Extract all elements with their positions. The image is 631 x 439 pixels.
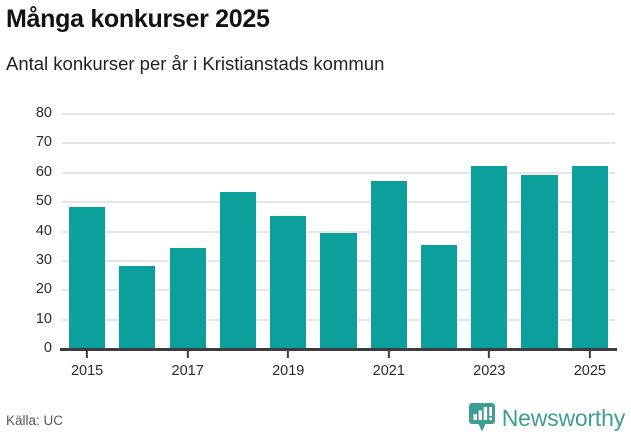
bar[interactable]	[69, 207, 106, 348]
x-axis: 2015 2017 2019 2021 2023 2025	[62, 351, 615, 387]
bar-slot	[263, 113, 313, 348]
newsworthy-wordmark: Newsworthy	[501, 404, 625, 431]
x-axis-tick: 2025	[574, 351, 606, 379]
y-axis-tick-label: 10	[35, 310, 52, 327]
bar-slot	[414, 113, 464, 348]
y-axis-tick-label: 20	[35, 281, 52, 298]
axis-baseline	[60, 348, 617, 351]
bar-chart: 0 10 20 30 40 50 60 70 80 2015 2017 2019 2021 2023 20…	[0, 106, 631, 388]
bar-slot	[565, 113, 615, 348]
bar-slot	[364, 113, 414, 348]
y-axis-tick-label: 60	[35, 163, 52, 180]
bar[interactable]	[219, 192, 257, 348]
x-axis-tick-label: 2023	[473, 363, 506, 379]
bar[interactable]	[420, 245, 458, 348]
bar-slot	[163, 113, 213, 348]
bar[interactable]	[370, 180, 407, 348]
newsworthy-bars-icon	[468, 403, 495, 432]
x-axis-tickmark	[387, 351, 390, 358]
x-axis-tick: 2017	[172, 351, 204, 379]
bar-slot	[213, 113, 263, 348]
x-axis-tickmark	[186, 351, 189, 358]
gridline	[62, 113, 615, 115]
page-title: Många konkurser 2025	[6, 5, 270, 33]
x-axis-tick: 2021	[373, 351, 405, 379]
page-subtitle: Antal konkurser per år i Kristianstads k…	[6, 53, 385, 74]
bar[interactable]	[119, 265, 156, 348]
gridline	[62, 230, 615, 233]
gridline	[62, 201, 615, 204]
x-axis-tickmark	[588, 351, 591, 358]
x-axis-tick: 2019	[272, 351, 304, 379]
y-axis-tick-label: 80	[35, 105, 52, 121]
source-note: Källa: UC	[6, 413, 64, 428]
bar[interactable]	[571, 165, 608, 348]
x-axis-tick: 2015	[71, 351, 103, 379]
x-axis-tickmark	[287, 351, 290, 358]
x-axis-tick: 2023	[473, 351, 505, 379]
gridline	[62, 142, 615, 145]
bar[interactable]	[471, 165, 508, 348]
bar-slot	[464, 113, 514, 348]
x-axis-tick-label: 2025	[573, 363, 606, 379]
x-axis-tick-label: 2015	[70, 363, 104, 379]
x-axis-tick-label: 2019	[272, 363, 305, 379]
bar[interactable]	[521, 174, 558, 348]
y-axis-tick-label: 40	[35, 222, 52, 239]
x-axis-tickmark	[488, 351, 491, 358]
bar-slot	[112, 113, 162, 348]
y-axis-tick-label: 70	[35, 134, 52, 151]
bar-slot	[313, 113, 363, 348]
x-axis-tick-label: 2017	[171, 363, 204, 379]
bar-slot	[514, 113, 564, 348]
bar[interactable]	[270, 215, 307, 348]
chart-footer: Källa: UC Newsworthy	[0, 393, 631, 439]
y-axis-tick-label: 50	[35, 193, 52, 210]
y-axis-tick-label: 30	[35, 251, 52, 268]
x-axis-tickmark	[86, 351, 89, 358]
bar[interactable]	[169, 248, 206, 348]
y-axis-tick-label: 0	[43, 340, 52, 356]
gridline	[62, 171, 615, 174]
x-axis-tick-label: 2021	[372, 363, 405, 379]
chart-header: Många konkurser 2025 Antal konkurser per…	[6, 0, 625, 76]
bar-series	[62, 113, 615, 348]
bar[interactable]	[320, 233, 357, 348]
newsworthy-logo[interactable]: Newsworthy	[468, 403, 625, 432]
y-axis: 0 10 20 30 40 50 60 70 80	[0, 106, 62, 356]
bar-slot	[62, 113, 112, 348]
